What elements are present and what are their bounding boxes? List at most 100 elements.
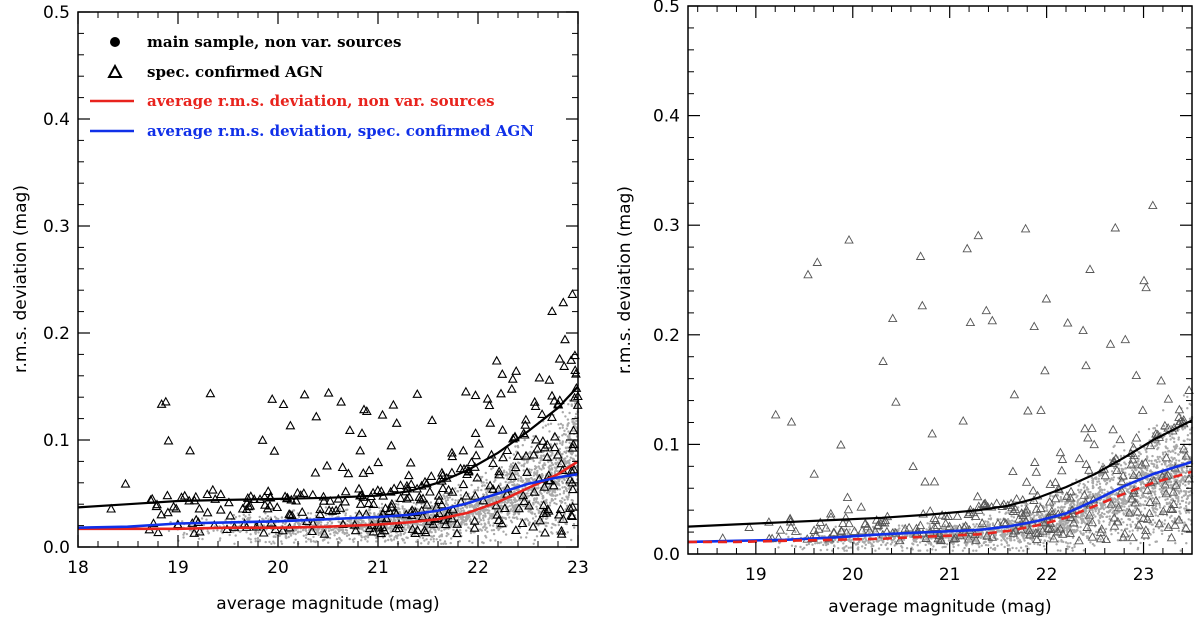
background-point (1135, 466, 1138, 469)
background-point (963, 546, 966, 550)
background-point (197, 537, 201, 540)
background-point (564, 462, 568, 465)
background-point (362, 529, 366, 533)
background-point (553, 491, 557, 494)
background-point (777, 546, 780, 549)
background-point (492, 524, 495, 527)
agn-triangle (496, 388, 506, 398)
background-point (1033, 514, 1036, 517)
background-point (1032, 516, 1035, 519)
legend: main sample, non var. sources spec. conf… (90, 33, 534, 140)
background-point (1136, 546, 1140, 550)
background-point (1173, 448, 1177, 451)
background-point (403, 541, 406, 544)
background-point (478, 517, 481, 520)
background-point (420, 542, 423, 545)
background-point (569, 456, 572, 459)
background-point (462, 515, 465, 519)
background-point (349, 519, 353, 522)
background-point (1154, 514, 1158, 517)
agn-triangle (564, 503, 575, 512)
background-point (1053, 502, 1057, 505)
background-point (273, 542, 276, 545)
background-point (309, 540, 313, 543)
background-point (429, 527, 432, 531)
background-point (562, 518, 565, 522)
background-point (525, 536, 528, 539)
background-point (1139, 496, 1142, 500)
background-point (1098, 520, 1101, 523)
background-point (482, 510, 486, 514)
background-point (268, 540, 271, 544)
background-point (388, 534, 391, 538)
background-point (334, 531, 338, 534)
background-point (803, 546, 806, 550)
background-point (238, 515, 241, 518)
agn-triangle (493, 515, 504, 524)
background-point (988, 514, 992, 517)
background-point (327, 529, 331, 533)
background-point (335, 538, 339, 541)
background-point (1075, 478, 1078, 481)
background-point (484, 528, 487, 532)
background-point (538, 530, 541, 533)
background-point (1056, 549, 1060, 552)
background-point (847, 546, 850, 549)
background-point (371, 518, 375, 521)
background-point (1045, 509, 1049, 512)
background-point (1163, 522, 1166, 526)
agn-triangle (194, 526, 205, 536)
background-point (1061, 500, 1064, 503)
background-point (1018, 539, 1022, 542)
background-point (1172, 450, 1175, 453)
background-point (317, 533, 320, 537)
background-point (549, 501, 552, 504)
background-point (566, 435, 569, 438)
agn-triangle (552, 449, 563, 459)
background-point (459, 507, 462, 510)
background-point (1183, 448, 1186, 451)
background-point (1138, 502, 1142, 505)
x-tick-label: 18 (67, 558, 89, 578)
background-point (998, 510, 1001, 514)
background-point (522, 469, 525, 472)
background-point (392, 517, 396, 520)
agn-triangle (379, 525, 390, 535)
background-point (1102, 520, 1105, 523)
background-point (1188, 438, 1192, 441)
background-point (1098, 482, 1102, 485)
background-point (354, 511, 357, 515)
background-point (1158, 496, 1161, 499)
background-point (1168, 460, 1171, 464)
background-point (1185, 469, 1189, 472)
background-point (429, 501, 433, 504)
background-point (530, 477, 533, 480)
background-point (1167, 450, 1170, 453)
agn-triangle (189, 527, 200, 537)
agn-triangle (106, 503, 117, 513)
agn-triangle (534, 372, 545, 382)
agn-triangle (549, 431, 560, 441)
agn-triangle (374, 522, 385, 532)
background-point (785, 532, 788, 536)
background-point (478, 510, 482, 513)
background-point (515, 473, 519, 476)
background-point (380, 502, 384, 506)
background-point (1144, 448, 1147, 451)
background-point (302, 534, 305, 537)
background-point (480, 523, 483, 526)
background-point (554, 494, 557, 497)
background-point (1175, 443, 1178, 447)
background-point (1177, 453, 1180, 456)
agn-triangle (488, 458, 499, 467)
background-point (1017, 506, 1020, 509)
background-point (468, 505, 471, 509)
agn-triangle (331, 505, 342, 515)
background-point (1085, 509, 1088, 513)
background-point (367, 534, 370, 537)
agn-triangle (470, 490, 481, 500)
background-point (550, 471, 553, 474)
background-point (1186, 438, 1189, 441)
background-point (1045, 506, 1048, 509)
agn-triangle (380, 503, 391, 513)
